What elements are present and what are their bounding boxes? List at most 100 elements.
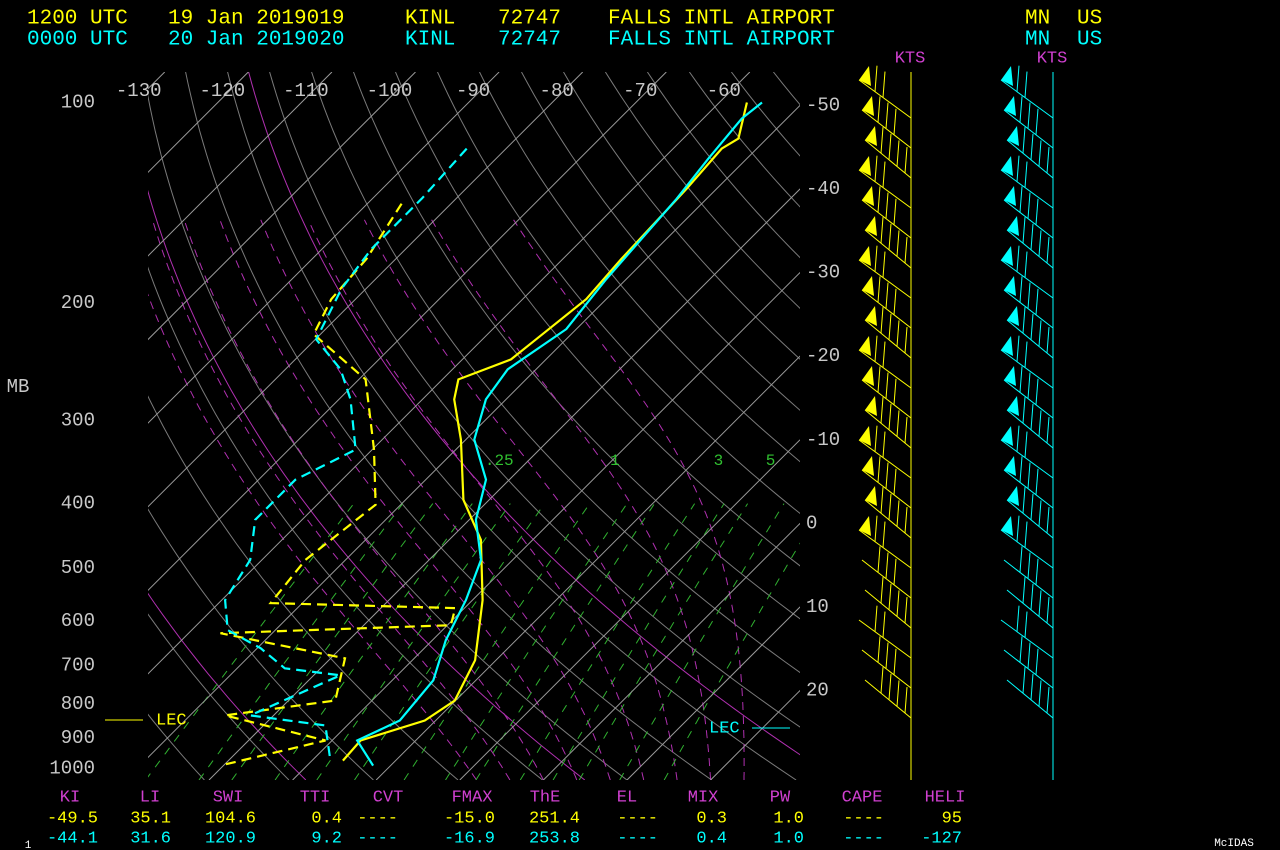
wind-feather	[1038, 680, 1042, 707]
wind-pennant	[1001, 516, 1013, 536]
wind-pennant	[1007, 396, 1019, 416]
isotherm	[148, 72, 751, 675]
wind-barb	[861, 109, 912, 149]
wind-feather	[904, 687, 908, 714]
wind-barb	[1000, 259, 1054, 299]
wind-pennant	[1007, 486, 1019, 506]
top-tick-label: -110	[283, 80, 329, 102]
header-state: MN	[1025, 8, 1050, 31]
y-tick-label: 1000	[49, 758, 95, 780]
wind-pennant	[1001, 66, 1013, 86]
right-tick-label: -50	[806, 94, 840, 116]
wind-pennant	[1001, 156, 1013, 176]
right-tick-label: 0	[806, 512, 817, 534]
wind-pennant	[859, 516, 871, 536]
mixing-ratio-line	[475, 503, 655, 780]
mixing-ratio-line	[663, 542, 800, 780]
wind-barb	[861, 469, 912, 509]
wind-pennant	[1001, 426, 1013, 446]
wind-feather	[896, 410, 900, 437]
wind-pennant	[862, 276, 874, 296]
index-value: 104.6	[205, 809, 256, 828]
wind-barb	[1006, 589, 1054, 629]
index-header: EL	[617, 788, 637, 807]
wind-feather	[1027, 552, 1031, 579]
wind-barb	[1006, 409, 1054, 449]
wind-feather	[877, 186, 881, 213]
wind-feather	[893, 198, 897, 225]
wind-barb	[1006, 229, 1054, 269]
wind-barb	[858, 259, 912, 299]
plot-area	[148, 72, 800, 780]
index-value: 0.3	[696, 809, 727, 828]
moist-adiabat	[148, 293, 477, 780]
mixing-ratio-line	[578, 503, 749, 780]
wind-feather	[893, 558, 897, 585]
index-value: ----	[617, 809, 658, 828]
wind-feather	[904, 237, 908, 264]
index-header: LI	[140, 788, 160, 807]
mixing-ratio-label: 5	[766, 452, 776, 470]
wind-barb	[858, 619, 912, 659]
wind-feather	[1030, 403, 1034, 430]
dry-adiabat	[148, 713, 205, 780]
wind-feather	[1030, 223, 1034, 250]
wind-barb	[858, 169, 912, 209]
index-value: -127	[921, 829, 962, 848]
index-header: MIX	[688, 788, 719, 807]
wind-feather	[1016, 425, 1020, 452]
wind-feather	[874, 605, 878, 632]
wind-pennant	[865, 306, 877, 326]
moist-adiabat	[183, 219, 544, 780]
wind-pennant	[859, 246, 871, 266]
header-name: FALLS INTL AIRPORT	[608, 8, 835, 31]
wind-feather	[882, 431, 886, 458]
isotherm	[148, 72, 584, 508]
wind-feather	[885, 462, 889, 489]
top-tick-label: -80	[540, 80, 574, 102]
wind-feather	[877, 276, 881, 303]
wind-feather	[888, 493, 892, 520]
wind-feather	[885, 102, 889, 129]
index-value: 1.0	[773, 809, 804, 828]
top-tick-label: -130	[116, 80, 162, 102]
wind-pennant	[862, 186, 874, 206]
wind-barb	[861, 289, 912, 329]
wind-feather	[1027, 462, 1031, 489]
wind-feather	[1046, 507, 1050, 534]
mixing-ratio-line	[519, 503, 696, 780]
wind-feather	[1046, 147, 1050, 174]
dry-adiabat	[148, 395, 459, 780]
wind-barb	[1003, 559, 1054, 599]
top-tick-label: -90	[456, 80, 490, 102]
wind-barb	[1000, 169, 1054, 209]
mixing-ratio-line	[552, 503, 725, 780]
wind-pennant	[859, 66, 871, 86]
dry-adiabat	[688, 72, 800, 208]
wind-feather	[874, 65, 878, 92]
wind-feather	[904, 147, 908, 174]
wind-barb	[1000, 529, 1054, 569]
index-value: 120.9	[205, 829, 256, 848]
index-header: TTI	[300, 788, 331, 807]
wind-feather	[1016, 605, 1020, 632]
header-station: KINL	[405, 29, 455, 52]
wind-feather	[904, 597, 908, 624]
wind-pennant	[1004, 456, 1016, 476]
wind-barb	[864, 139, 912, 179]
wind-barb	[864, 589, 912, 629]
dry-adiabat	[148, 613, 290, 780]
moist-adiabat	[307, 219, 645, 780]
mixing-ratio-line	[445, 503, 628, 780]
wind-pennant	[1001, 246, 1013, 266]
y-tick-label: 700	[61, 654, 95, 676]
y-tick-label: 100	[61, 91, 95, 113]
isotherm	[148, 72, 249, 174]
dry-adiabat	[148, 266, 543, 780]
wind-feather	[1038, 500, 1042, 527]
wind-feather	[1046, 237, 1050, 264]
top-tick-label: -70	[623, 80, 657, 102]
wind-feather	[1046, 327, 1050, 354]
wind-feather	[893, 108, 897, 135]
wind-feather	[1030, 313, 1034, 340]
